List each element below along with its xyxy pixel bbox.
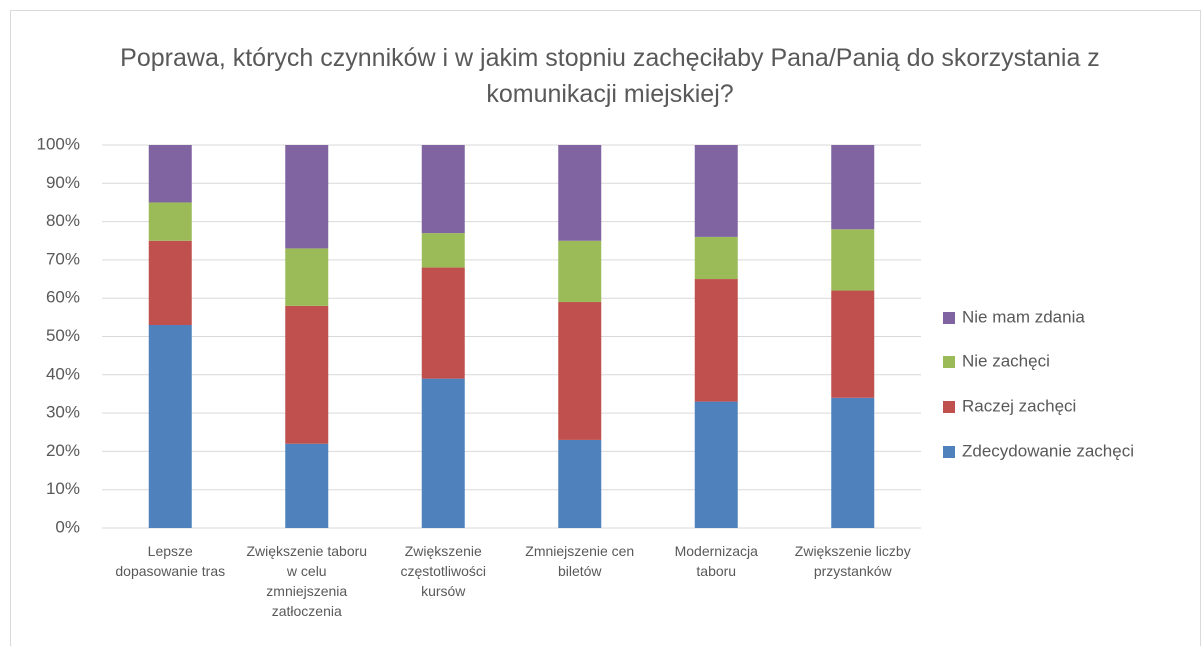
y-tick-label: 50% (46, 326, 80, 345)
bar-segment (421, 233, 465, 268)
bar-segment (558, 439, 602, 528)
bar-segment (558, 145, 602, 241)
y-tick-label: 90% (46, 173, 80, 192)
legend-label: Raczej zachęci (962, 396, 1076, 415)
bar-segment (831, 145, 875, 230)
bar-segment (148, 325, 192, 528)
bar-segment (694, 145, 738, 237)
bar-segment (694, 401, 738, 528)
chart-title: Poprawa, których czynników i w jakim sto… (120, 44, 1100, 108)
x-tick-label: Modernizacja taboru (674, 543, 758, 579)
y-tick-label: 70% (46, 249, 80, 268)
y-tick-label: 40% (46, 364, 80, 383)
bar-segment (558, 302, 602, 440)
bar-segment (285, 443, 329, 528)
x-tick-label: Zmniejszenie cen biletów (525, 543, 635, 579)
legend-label: Zdecydowanie zachęci (962, 441, 1134, 460)
bar-segment (831, 397, 875, 528)
y-tick-label: 10% (46, 479, 80, 498)
bar-segment (831, 290, 875, 398)
legend-label: Nie mam zdania (962, 307, 1085, 326)
bar-segment (148, 145, 192, 203)
bar-segment (421, 145, 465, 234)
legend-swatch (943, 446, 955, 458)
x-tick-label: Zwiększenie częstotliwości kursów (400, 543, 487, 599)
x-tick-label: Zwiększenie taboru w celu zmniejszenia z… (246, 543, 368, 619)
bar-segment (694, 236, 738, 280)
x-tick-label: Zwiększenie liczby przystanków (794, 543, 911, 579)
bar-segment (558, 240, 602, 303)
legend-swatch (943, 401, 955, 413)
bar-segment (421, 378, 465, 528)
x-tick-label: Lepsze dopasowanie tras (115, 543, 226, 579)
legend-swatch (943, 356, 955, 368)
y-tick-label: 0% (55, 517, 80, 536)
y-tick-label: 30% (46, 403, 80, 422)
bar-segment (285, 305, 329, 444)
legend-label: Nie zachęci (962, 351, 1050, 370)
y-tick-label: 100% (37, 134, 80, 153)
bar-segment (148, 240, 192, 326)
y-tick-label: 60% (46, 288, 80, 307)
bar-segment (285, 145, 329, 249)
bar-segment (148, 202, 192, 241)
bar-segment (285, 248, 329, 306)
bar-segment (831, 229, 875, 291)
legend-swatch (943, 312, 955, 324)
bar-segment (694, 279, 738, 402)
chart-border (10, 10, 1201, 646)
bar-segment (421, 267, 465, 379)
y-tick-label: 20% (46, 441, 80, 460)
y-tick-label: 80% (46, 211, 80, 230)
